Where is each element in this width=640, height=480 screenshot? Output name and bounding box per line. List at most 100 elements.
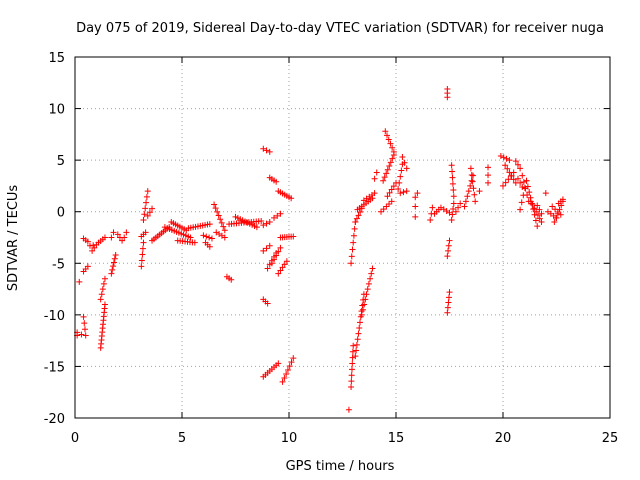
- data-point: [97, 296, 104, 303]
- data-point: [382, 128, 389, 135]
- data-point: [81, 326, 88, 333]
- data-point: [258, 217, 265, 224]
- data-point: [517, 206, 524, 213]
- data-point: [253, 224, 260, 231]
- data-point: [351, 225, 358, 232]
- data-point: [215, 212, 222, 219]
- data-point: [556, 206, 563, 213]
- data-point: [512, 158, 519, 165]
- data-point: [455, 204, 462, 211]
- data-point: [388, 198, 395, 205]
- data-point: [263, 147, 270, 154]
- data-point: [518, 199, 525, 206]
- data-point: [399, 154, 406, 161]
- data-point: [449, 174, 456, 181]
- data-point: [412, 213, 419, 220]
- data-point: [444, 253, 451, 260]
- data-point: [401, 159, 408, 166]
- data-point: [139, 251, 146, 258]
- data-point: [263, 245, 270, 252]
- data-point: [191, 239, 198, 246]
- data-point: [445, 242, 452, 249]
- data-point: [532, 217, 539, 224]
- data-point: [260, 247, 267, 254]
- data-point: [357, 319, 364, 326]
- data-point: [284, 367, 291, 374]
- data-point: [112, 252, 119, 259]
- data-point: [354, 336, 361, 343]
- data-point: [468, 177, 475, 184]
- data-point: [362, 296, 369, 303]
- data-point: [444, 309, 451, 316]
- y-tick-label: -5: [52, 257, 65, 272]
- data-point: [108, 270, 115, 277]
- data-point: [533, 208, 540, 215]
- data-point: [386, 163, 393, 170]
- data-point: [534, 212, 541, 219]
- data-point: [450, 200, 457, 207]
- data-point: [108, 234, 115, 241]
- data-point: [271, 214, 278, 221]
- data-point: [523, 177, 530, 184]
- data-point: [274, 212, 281, 219]
- data-point: [450, 187, 457, 194]
- data-point: [469, 178, 476, 185]
- data-point: [386, 200, 393, 207]
- data-point: [350, 239, 357, 246]
- data-point: [110, 229, 117, 236]
- x-tick-label: 15: [388, 431, 405, 446]
- data-point: [371, 175, 378, 182]
- data-point: [517, 165, 524, 172]
- data-point: [470, 185, 477, 192]
- data-point: [485, 172, 492, 179]
- data-point: [121, 234, 128, 241]
- data-point: [359, 306, 366, 313]
- data-point: [348, 366, 355, 373]
- data-point: [503, 155, 510, 162]
- data-point: [144, 212, 151, 219]
- data-point: [349, 246, 356, 253]
- data-point: [218, 219, 225, 226]
- data-point: [263, 220, 270, 227]
- data-point: [464, 193, 471, 200]
- data-point: [138, 257, 145, 264]
- data-point: [388, 186, 395, 193]
- data-point: [266, 219, 273, 226]
- data-point: [452, 208, 459, 215]
- data-point: [445, 247, 452, 254]
- data-point: [109, 266, 116, 273]
- data-point: [363, 291, 370, 298]
- data-point: [448, 162, 455, 169]
- axis-ticks: 0 5 10 15 20 25 15 10 5 0 -5 -10 -15 -20: [44, 51, 619, 446]
- x-tick-label: 5: [178, 431, 186, 446]
- x-axis-label: GPS time / hours: [286, 459, 395, 474]
- data-point: [500, 182, 506, 189]
- data-point: [444, 94, 451, 101]
- data-point: [384, 132, 391, 139]
- data-point: [361, 301, 368, 308]
- data-point: [529, 201, 536, 208]
- data-point: [485, 164, 492, 171]
- data-point: [414, 190, 421, 197]
- data-point: [348, 253, 355, 260]
- data-point: [86, 242, 93, 249]
- data-point: [76, 278, 83, 285]
- data-point: [84, 263, 91, 270]
- data-point: [389, 144, 396, 151]
- y-tick-label: 5: [57, 154, 65, 169]
- data-point: [462, 198, 469, 205]
- data-points: [74, 85, 566, 413]
- data-point: [378, 208, 385, 215]
- data-point: [485, 179, 492, 186]
- data-point: [448, 216, 455, 223]
- data-point: [390, 183, 397, 190]
- data-point: [290, 355, 297, 362]
- data-point: [446, 289, 453, 296]
- data-point: [348, 384, 355, 391]
- data-point: [384, 166, 391, 173]
- data-point: [519, 172, 526, 179]
- data-point: [349, 348, 356, 355]
- data-point: [140, 216, 147, 223]
- data-point: [221, 227, 228, 234]
- data-point: [506, 157, 513, 164]
